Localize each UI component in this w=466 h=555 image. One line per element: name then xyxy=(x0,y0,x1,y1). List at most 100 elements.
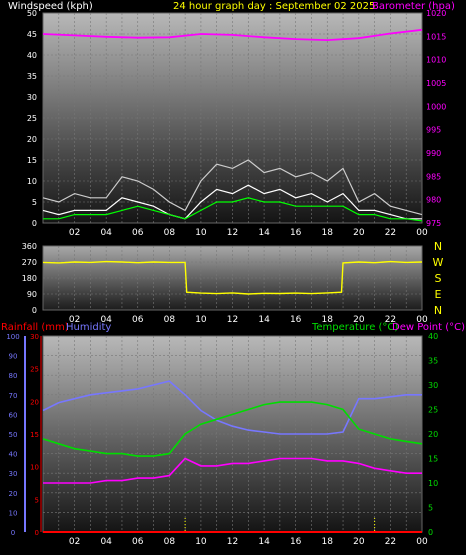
temp-y-tick-label: 15 xyxy=(428,455,438,464)
x-tick-label: 08 xyxy=(164,315,176,325)
x-tick-label: 12 xyxy=(227,315,238,325)
x-tick-label: 12 xyxy=(227,228,238,238)
x-tick-label: 10 xyxy=(195,537,207,547)
x-tick-label: 22 xyxy=(385,315,396,325)
compass-label: E xyxy=(435,288,442,301)
windspeed-axis-title: Windspeed (kph) xyxy=(8,1,93,12)
wind-y-tick-label: 15 xyxy=(27,156,37,165)
barometer-y-tick-label: 1020 xyxy=(426,9,446,18)
humidity-y-tick-label: 100 xyxy=(6,333,19,341)
dewpoint-axis-title: Dew Point (°C) xyxy=(392,322,465,333)
barometer-y-tick-label: 995 xyxy=(426,126,441,135)
humidity-y-tick-label: 0 xyxy=(11,529,15,537)
x-tick-label: 16 xyxy=(290,228,302,238)
x-tick-label: 04 xyxy=(100,315,112,325)
temp-y-tick-label: 0 xyxy=(428,528,433,537)
humidity-y-tick-label: 70 xyxy=(9,392,18,400)
rain-y-tick-label: 15 xyxy=(30,431,39,439)
wind-speed-line xyxy=(42,184,422,220)
humidity-y-tick-label: 40 xyxy=(9,451,18,459)
x-tick-label: 14 xyxy=(258,537,270,547)
barometer-y-tick-label: 990 xyxy=(426,149,441,158)
x-tick-label: 02 xyxy=(69,228,80,238)
direction-y-tick-label: 0 xyxy=(32,306,37,315)
dew-point-line xyxy=(43,457,422,484)
compass-label: N xyxy=(434,240,442,253)
x-tick-label: 08 xyxy=(164,537,176,547)
humidity-line xyxy=(42,380,422,435)
rain-y-tick-label: 25 xyxy=(30,366,39,374)
x-tick-label: 22 xyxy=(385,228,396,238)
humidity-y-tick-label: 90 xyxy=(9,353,18,361)
rain-y-tick-label: 30 xyxy=(30,333,39,341)
x-tick-label: 00 xyxy=(416,537,428,547)
humidity-axis-title: Humidity xyxy=(66,322,111,333)
x-tick-label: 06 xyxy=(132,537,144,547)
temperature-line xyxy=(42,401,423,457)
rain-y-tick-label: 0 xyxy=(35,529,39,537)
direction-plot xyxy=(42,260,423,295)
x-tick-label: 22 xyxy=(385,537,396,547)
x-tick-label: 20 xyxy=(353,315,365,325)
wind-average-line xyxy=(43,197,423,222)
x-tick-label: 14 xyxy=(258,315,270,325)
humidity-y-tick-label: 60 xyxy=(9,411,18,419)
compass-label: S xyxy=(435,272,442,285)
x-tick-label: 00 xyxy=(416,315,428,325)
wind-plot xyxy=(42,28,423,222)
rain-y-tick-label: 5 xyxy=(35,496,39,504)
wind-gust-line xyxy=(42,159,423,216)
x-tick-label: 20 xyxy=(353,228,365,238)
wind-grid xyxy=(43,13,422,223)
x-tick-label: 10 xyxy=(195,228,207,238)
x-tick-label: 08 xyxy=(164,228,176,238)
wind-y-tick-label: 5 xyxy=(32,198,37,207)
temp-y-tick-label: 20 xyxy=(428,430,438,439)
x-tick-label: 14 xyxy=(258,228,270,238)
humidity-y-tick-label: 20 xyxy=(9,490,18,498)
x-tick-label: 00 xyxy=(416,228,428,238)
direction-y-tick-label: 360 xyxy=(22,242,37,251)
x-tick-label: 18 xyxy=(322,228,334,238)
wind-y-tick-label: 35 xyxy=(27,72,37,81)
temperature-axis-title: Temperature (°C) xyxy=(311,322,398,333)
x-tick-label: 18 xyxy=(322,537,334,547)
x-tick-label: 06 xyxy=(132,228,144,238)
x-tick-label: 10 xyxy=(195,315,207,325)
wind-y-tick-label: 20 xyxy=(27,135,37,144)
wind-y-tick-label: 40 xyxy=(27,51,37,60)
temp-y-tick-label: 5 xyxy=(428,504,433,513)
barometer-y-tick-label: 1005 xyxy=(426,79,446,88)
wind-y-tick-label: 50 xyxy=(27,9,37,18)
x-tick-label: 16 xyxy=(290,315,302,325)
axis-labels: 02 04 06 08 10 12 14 16 18 20 22 000510152025303540… xyxy=(6,9,446,547)
x-tick-label: 12 xyxy=(227,537,238,547)
barometer-y-tick-label: 985 xyxy=(426,172,441,181)
temp-y-tick-label: 40 xyxy=(428,332,438,341)
wind-y-tick-label: 25 xyxy=(27,114,37,123)
temp-plot xyxy=(42,380,423,533)
x-tick-label: 20 xyxy=(353,537,365,547)
barometer-y-tick-label: 1015 xyxy=(426,32,446,41)
x-tick-label: 02 xyxy=(69,315,80,325)
barometer-line xyxy=(42,28,423,42)
direction-y-tick-label: 90 xyxy=(27,290,37,299)
x-tick-label: 04 xyxy=(100,537,112,547)
wind-y-tick-label: 30 xyxy=(27,93,37,102)
direction-y-tick-label: 270 xyxy=(22,258,37,267)
temp-y-tick-label: 25 xyxy=(428,406,438,415)
x-tick-label: 06 xyxy=(132,315,144,325)
x-tick-label: 04 xyxy=(100,228,112,238)
barometer-y-tick-label: 975 xyxy=(426,219,441,228)
humidity-y-tick-label: 50 xyxy=(9,431,18,439)
direction-grid xyxy=(43,246,422,310)
temp-y-tick-label: 10 xyxy=(428,479,438,488)
wind-direction-line xyxy=(42,260,423,295)
wind-y-tick-label: 45 xyxy=(27,30,37,39)
rain-y-tick-label: 20 xyxy=(30,398,39,406)
rain-y-tick-label: 10 xyxy=(30,464,39,472)
humidity-y-tick-label: 80 xyxy=(9,372,18,380)
wind-y-tick-label: 10 xyxy=(27,177,37,186)
temp-y-tick-label: 30 xyxy=(428,381,438,390)
